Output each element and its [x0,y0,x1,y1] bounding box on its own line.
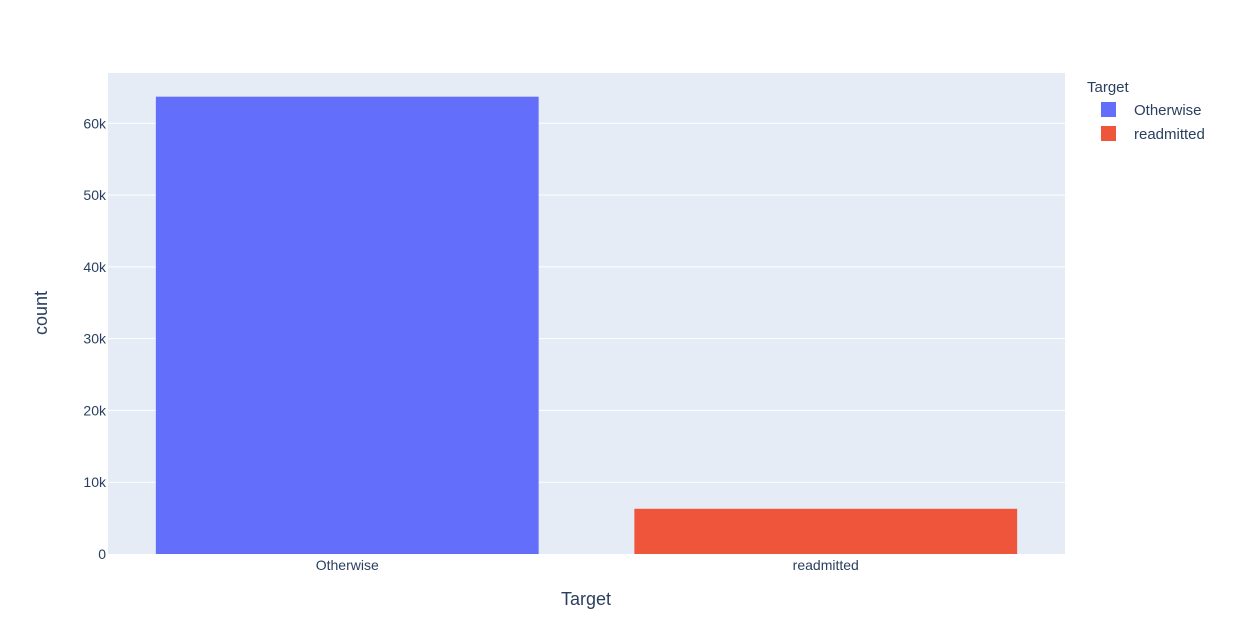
legend-swatch-readmitted [1101,126,1116,141]
legend-item-readmitted[interactable]: readmitted [1101,126,1205,143]
legend-item-otherwise[interactable]: Otherwise [1101,102,1202,119]
legend[interactable]: Target Otherwise readmitted [1087,79,1205,143]
legend-swatch-otherwise [1101,102,1116,117]
x-axis-title: Target [561,589,611,609]
y-tick-label: 30k [83,331,107,347]
y-axis-title: count [31,291,51,335]
bar-otherwise[interactable] [155,96,539,555]
x-tick-labels: Otherwise readmitted [316,557,859,573]
legend-label-otherwise: Otherwise [1134,102,1202,119]
legend-title: Target [1087,79,1130,96]
legend-label-readmitted: readmitted [1134,126,1205,143]
y-tick-label: 60k [83,115,107,131]
bar-readmitted[interactable] [634,508,1018,554]
y-tick-label: 10k [83,474,107,490]
x-tick-label: Otherwise [316,557,379,573]
y-tick-label: 20k [83,402,107,418]
x-tick-label: readmitted [793,557,859,573]
y-tick-label: 40k [83,259,107,275]
y-tick-label: 0 [98,546,106,562]
y-tick-labels: 0 10k 20k 30k 40k 50k 60k [83,115,107,562]
y-tick-label: 50k [83,187,107,203]
bars [155,96,1018,555]
